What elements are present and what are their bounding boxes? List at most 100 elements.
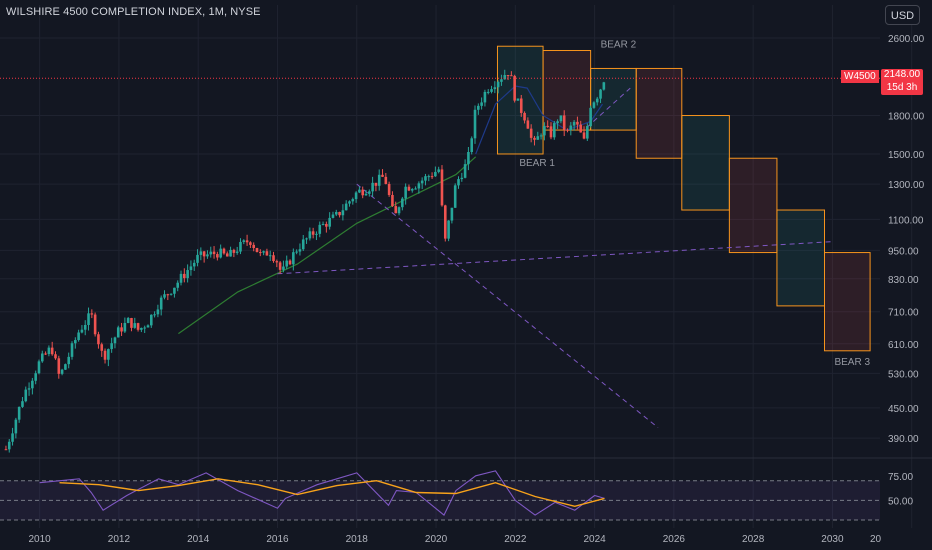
candle-body	[513, 75, 516, 101]
trendlines	[277, 87, 833, 428]
candle-body	[523, 112, 526, 121]
candle-body	[70, 343, 74, 357]
candle-body	[341, 210, 345, 216]
candle-body	[259, 252, 262, 254]
candle-body	[123, 322, 127, 332]
candle-body	[83, 324, 87, 330]
candle-body	[483, 91, 487, 103]
candle-body	[377, 174, 381, 186]
candle-body	[262, 251, 265, 253]
price-tick-label: 1300.00	[888, 180, 925, 191]
candle-body	[552, 123, 556, 138]
candle-body	[401, 198, 404, 208]
candle-body	[80, 329, 84, 333]
candle-body	[17, 406, 21, 420]
candle-body	[113, 337, 117, 344]
currency-button[interactable]: USD	[885, 5, 920, 25]
candle-body	[576, 121, 579, 125]
candle-body	[278, 262, 282, 270]
time-axis[interactable]: 2010 2012 2014 2016 2018 2020 2022 2024 2026 2028…	[29, 534, 882, 545]
price-tick-label: 1500.00	[888, 150, 925, 161]
bar-countdown: 15d 3h	[886, 82, 918, 93]
candle-body	[186, 270, 189, 279]
candle-body	[364, 193, 368, 196]
candlesticks	[4, 69, 606, 453]
candle-body	[338, 211, 341, 216]
candle-body	[298, 249, 302, 252]
candle-body	[486, 91, 490, 93]
bear-boxes	[496, 45, 871, 352]
candle-body	[103, 350, 107, 360]
candle-body	[288, 260, 292, 265]
bear-box	[542, 49, 592, 131]
candle-body	[27, 388, 31, 390]
candle-body	[490, 89, 493, 92]
candle-body	[232, 249, 236, 253]
time-tick-label: 2022	[504, 534, 527, 545]
candle-body	[189, 266, 193, 271]
trendline	[586, 87, 631, 128]
candle-body	[334, 211, 338, 215]
candle-body	[156, 309, 160, 315]
price-tick-label: 830.00	[888, 275, 919, 286]
last-price: 2148.00	[883, 69, 921, 80]
moving-average-line	[178, 156, 477, 335]
candle-body	[457, 179, 460, 186]
candle-body	[126, 318, 130, 323]
candle-body	[473, 109, 477, 139]
candle-body	[255, 248, 259, 253]
candle-body	[93, 314, 97, 335]
candle-body	[368, 191, 371, 194]
candle-body	[493, 87, 497, 90]
candle-body	[50, 347, 54, 355]
candle-body	[268, 255, 272, 257]
time-tick-label: 2018	[346, 534, 369, 545]
candle-body	[21, 401, 24, 407]
candle-body	[318, 224, 322, 234]
candle-body	[328, 217, 331, 227]
candle-body	[183, 273, 186, 279]
price-tick-label: 2600.00	[888, 34, 925, 45]
candle-body	[57, 358, 61, 374]
candle-body	[229, 249, 232, 257]
moving-averages	[178, 85, 603, 335]
candle-body	[361, 189, 365, 196]
candle-body	[133, 323, 137, 328]
candle-body	[602, 82, 606, 90]
candle-body	[321, 223, 325, 225]
candle-body	[384, 176, 388, 184]
candle-body	[179, 273, 183, 283]
candle-body	[305, 238, 308, 240]
candle-body	[219, 248, 222, 258]
candle-body	[516, 98, 520, 101]
candle-body	[206, 254, 209, 257]
time-tick-label: 2012	[108, 534, 131, 545]
candle-body	[196, 254, 199, 263]
price-axis[interactable]: 2600.00 1800.00 1500.00 1300.00 1100.00 950.0…	[888, 34, 925, 507]
candle-body	[453, 185, 457, 208]
candle-body	[543, 125, 546, 136]
candle-body	[222, 248, 226, 254]
grid	[0, 5, 932, 528]
candle-body	[496, 81, 500, 88]
candle-body	[407, 186, 411, 191]
candle-body	[301, 239, 305, 250]
candle-body	[404, 186, 407, 199]
candle-body	[424, 176, 427, 181]
candle-body	[235, 251, 239, 253]
candle-body	[579, 124, 583, 133]
candle-body	[358, 189, 361, 193]
candle-body	[4, 449, 8, 451]
candle-body	[64, 364, 67, 370]
candle-body	[292, 252, 295, 265]
candle-body	[519, 98, 523, 113]
candle-body	[295, 251, 298, 253]
candle-body	[470, 138, 474, 152]
candle-body	[559, 115, 563, 122]
candle-body	[391, 194, 394, 207]
bear-2-label: BEAR 2	[601, 39, 637, 50]
candle-body	[100, 344, 104, 351]
bear-box	[681, 115, 730, 211]
candle-body	[460, 177, 464, 180]
